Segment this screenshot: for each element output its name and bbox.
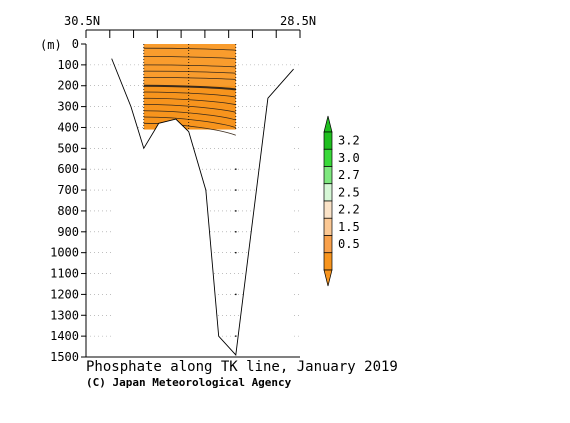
x-axis-left-label: 30.5N — [64, 14, 100, 28]
contour-line — [143, 56, 236, 60]
y-tick-label: 200 — [57, 79, 79, 93]
colorbar: 3.2 3.0 2.7 2.5 2.2 1.5 0.5 — [323, 115, 360, 287]
y-tick-label: 1200 — [50, 287, 79, 301]
y-tick-label: 300 — [57, 100, 79, 114]
bottom-topography-line — [111, 58, 294, 356]
y-tick-label: 1300 — [50, 308, 79, 322]
colorbar-segment — [323, 148, 333, 167]
contour-line — [143, 70, 236, 74]
colorbar-label: 3.0 — [338, 151, 360, 165]
y-tick-label: 700 — [57, 183, 79, 197]
colorbar-label: 1.5 — [338, 220, 360, 234]
y-tick-label: 1500 — [50, 350, 79, 364]
colorbar-label: 2.7 — [338, 168, 360, 182]
colorbar-label: 0.5 — [338, 237, 360, 251]
sample-point — [235, 293, 237, 296]
colorbar-top-arrow — [323, 115, 333, 133]
contour-line — [143, 104, 236, 113]
y-tick-label: 1100 — [50, 267, 79, 281]
colorbar-segment — [323, 235, 333, 254]
contour-line — [143, 110, 236, 121]
bold-contour-line — [143, 84, 236, 91]
colorbar-label: 2.2 — [338, 203, 360, 217]
colorbar-segment — [323, 217, 333, 236]
contour-line — [143, 64, 236, 68]
colorbar-segment — [323, 166, 333, 185]
sample-point — [235, 335, 237, 337]
y-tick-label: 900 — [57, 225, 79, 239]
colorbar-label: 3.2 — [338, 134, 360, 148]
sample-point — [235, 210, 237, 212]
sample-point — [235, 251, 237, 254]
x-axis-right-label: 28.5N — [280, 14, 316, 28]
seafloor-mask — [111, 58, 294, 358]
contour-line — [143, 47, 236, 51]
sample-point — [235, 168, 237, 170]
contour-line — [143, 76, 236, 80]
axes: 0 100 200 300 400 500 600 700 800 900 1000 1100 1200… — [50, 29, 301, 364]
y-tick-label: 500 — [57, 141, 79, 155]
colorbar-segment — [323, 252, 333, 271]
y-tick-label: 100 — [57, 58, 79, 72]
sample-point — [235, 189, 237, 191]
colorbar-segment — [323, 131, 333, 150]
y-tick-label: 1000 — [50, 246, 79, 260]
colorbar-segment — [323, 183, 333, 202]
contour-line — [143, 122, 236, 136]
y-tick-label: 0 — [72, 37, 79, 51]
sample-point — [235, 231, 237, 233]
contour-line — [143, 91, 236, 98]
y-tick-label: 1400 — [50, 329, 79, 343]
y-axis-unit-label: (m) — [40, 38, 62, 52]
colorbar-bottom-arrow — [323, 269, 333, 287]
copyright-credit: (C) Japan Meteorological Agency — [86, 376, 292, 389]
y-tick-label: 800 — [57, 204, 79, 218]
plot-area — [86, 44, 300, 358]
colorbar-label: 2.5 — [338, 185, 360, 199]
colorbar-segment — [323, 200, 333, 219]
y-tick-label: 600 — [57, 162, 79, 176]
y-tick-label: 400 — [57, 120, 79, 134]
contour-line — [143, 97, 236, 106]
contour-line — [143, 116, 236, 128]
chart-title: Phosphate along TK line, January 2019 — [86, 359, 398, 375]
